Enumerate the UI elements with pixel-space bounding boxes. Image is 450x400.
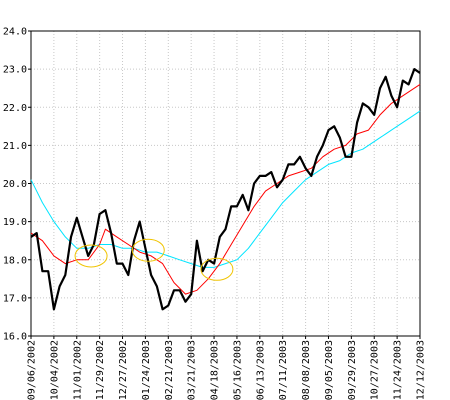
x-tick-label: 12/12/2003 xyxy=(416,340,427,400)
x-tick-label: 12/27/2002 xyxy=(118,340,129,400)
highlight-ellipse xyxy=(74,244,108,268)
x-tick-label: 01/24/2003 xyxy=(141,340,152,400)
x-tick-label: 05/16/2003 xyxy=(232,340,243,400)
x-tick-label: 03/21/2003 xyxy=(187,340,198,400)
series-line-ma-short xyxy=(30,83,421,295)
highlight-ellipse xyxy=(200,257,234,281)
series-line-price xyxy=(30,67,421,311)
x-tick-label: 11/24/2003 xyxy=(393,340,404,400)
series-line-ma-long xyxy=(30,110,421,268)
series-layer xyxy=(30,67,421,311)
x-tick-label: 10/04/2002 xyxy=(49,340,60,400)
y-tick-label: 16.0 xyxy=(3,332,27,343)
x-tick-label: 04/18/2003 xyxy=(210,340,221,400)
y-tick-label: 21.0 xyxy=(3,141,27,152)
y-axis-ticks: 16.0 17.0 18.0 19.0 20.0 21.0 22.0 23.0 24.0 xyxy=(3,27,31,343)
x-tick-label: 11/29/2002 xyxy=(95,340,106,400)
x-tick-label: 10/27/2003 xyxy=(370,340,381,400)
y-tick-label: 22.0 xyxy=(3,103,27,114)
grid xyxy=(31,31,420,336)
y-tick-label: 23.0 xyxy=(3,65,27,76)
x-tick-label: 08/08/2003 xyxy=(301,340,312,400)
annotations xyxy=(74,238,234,281)
x-tick-label: 09/05/2003 xyxy=(324,340,335,400)
y-tick-label: 24.0 xyxy=(3,27,27,38)
highlight-ellipse xyxy=(131,238,165,262)
y-tick-label: 19.0 xyxy=(3,217,27,228)
x-axis-ticks: 09/06/2002 10/04/2002 11/01/2002 11/29/2002… xyxy=(27,336,427,400)
x-tick-label: 11/01/2002 xyxy=(72,340,83,400)
x-tick-label: 07/11/2003 xyxy=(278,340,289,400)
y-tick-label: 18.0 xyxy=(3,255,27,266)
y-tick-label: 20.0 xyxy=(3,179,27,190)
x-tick-label: 09/29/2003 xyxy=(347,340,358,400)
x-tick-label: 02/21/2003 xyxy=(164,340,175,400)
x-tick-label: 06/13/2003 xyxy=(255,340,266,400)
y-tick-label: 17.0 xyxy=(3,293,27,304)
x-tick-label: 09/06/2002 xyxy=(27,340,38,400)
